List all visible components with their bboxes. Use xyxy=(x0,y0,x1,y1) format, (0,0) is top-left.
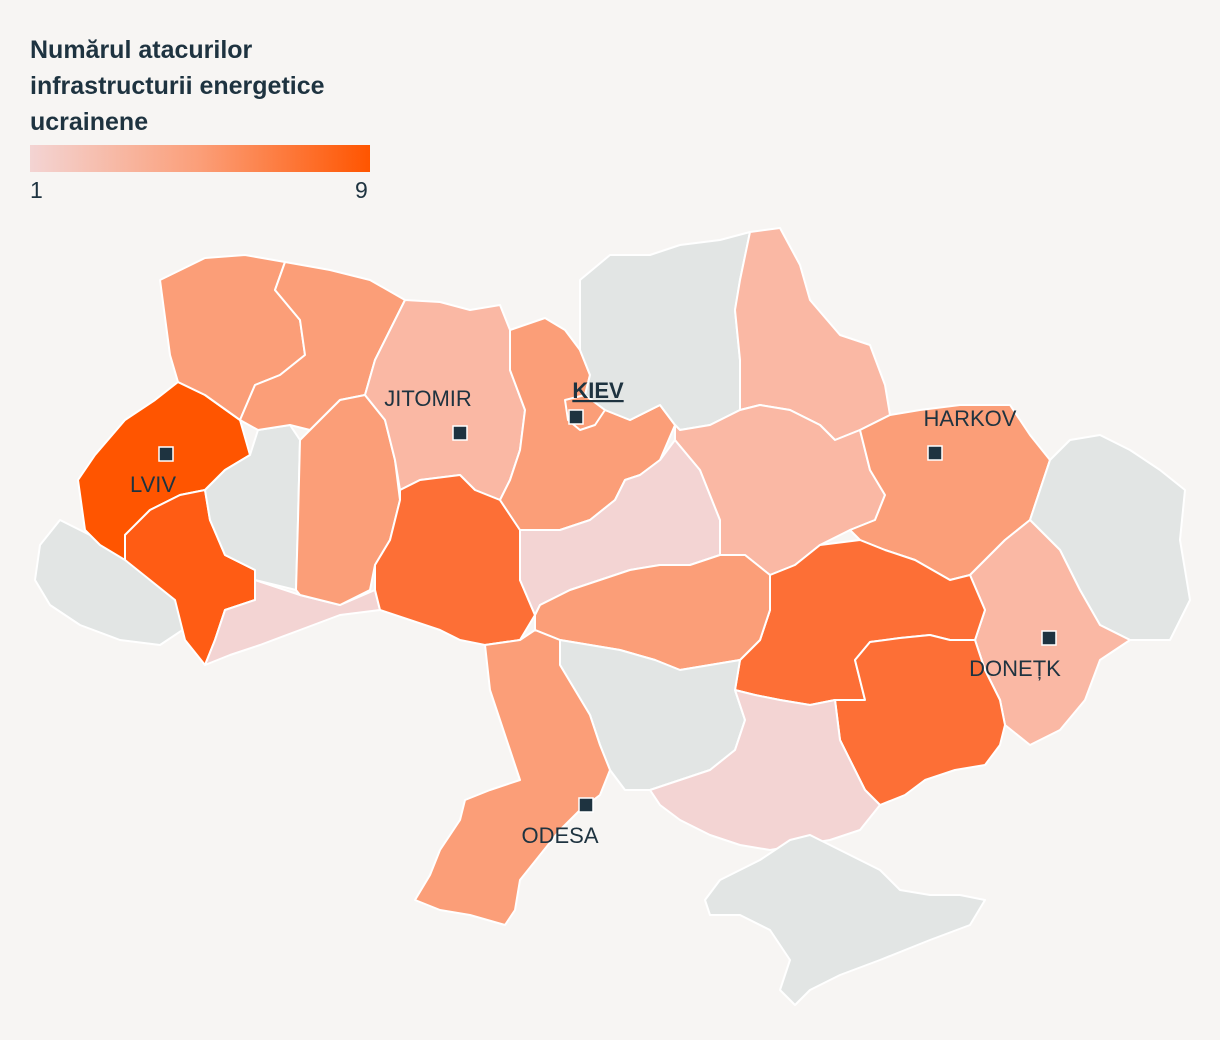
city-marker-odesa xyxy=(578,797,594,813)
city-label-odesa: ODESA xyxy=(521,823,598,848)
region-crimea xyxy=(704,834,986,1006)
city-label-lviv: LVIV xyxy=(130,472,176,497)
city-marker-jitomir xyxy=(452,425,468,441)
city-marker-harkov xyxy=(927,445,943,461)
city-label-donetk: DONEȚK xyxy=(969,656,1061,681)
region-chernivtsi xyxy=(204,579,381,666)
region-rivne xyxy=(239,261,406,431)
city-marker-lviv xyxy=(158,446,174,462)
map-title: Numărul atacurilor infrastructurii energ… xyxy=(30,36,325,136)
legend-gradient-bar xyxy=(30,145,370,172)
region-odesa xyxy=(414,629,611,926)
legend-min-label: 1 xyxy=(30,177,43,203)
city-label-harkov: HARKOV xyxy=(924,406,1017,431)
city-marker-kiev xyxy=(568,409,584,425)
legend-max-label: 9 xyxy=(355,177,368,203)
city-marker-donetk xyxy=(1041,630,1057,646)
city-label-jitomir: JITOMIR xyxy=(384,386,472,411)
city-label-kiev: KIEV xyxy=(572,378,624,403)
